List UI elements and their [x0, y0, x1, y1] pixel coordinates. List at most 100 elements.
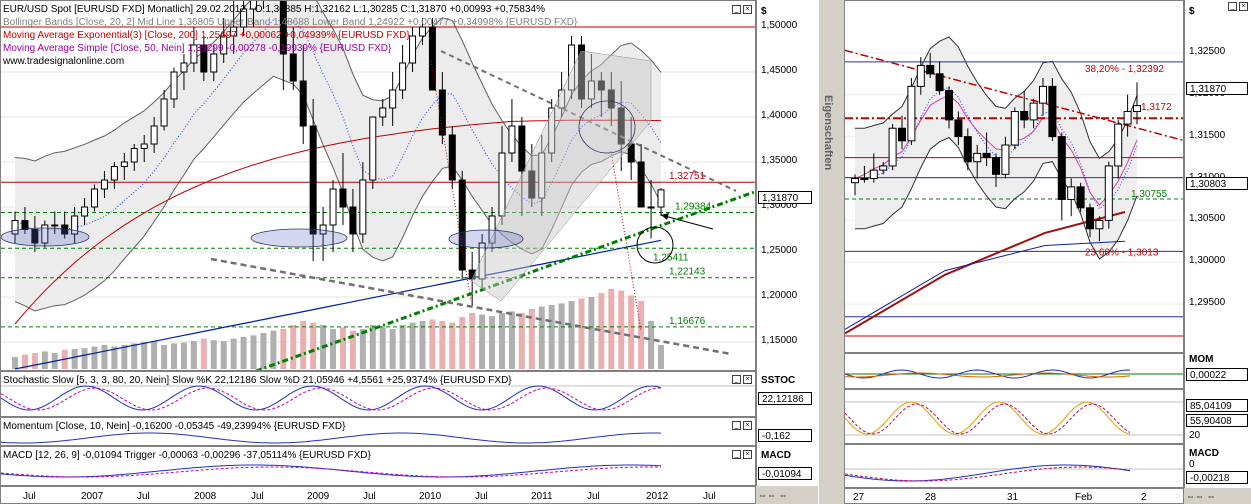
price-tick-label: 1,30000 [761, 200, 798, 211]
candle-body [349, 206, 357, 235]
candle-body [879, 165, 888, 171]
main-price-pane[interactable]: 1,32751 1,29384 1,25411 1,22143 1,16676 EUR/… [0, 0, 756, 371]
main-price-chart[interactable]: 1,32751 1,29384 1,25411 1,22143 1,16676 [1, 1, 756, 371]
intraday-scroll-controls[interactable]: ⇔⇔ ⇔ [1184, 488, 1251, 504]
macd-trigger-line [1, 466, 662, 478]
intraday-momentum-pane[interactable] [844, 353, 1184, 389]
momentum-pane[interactable]: Momentum [Close, 10, Nein] -0,16200 -0,0… [0, 417, 756, 446]
intraday-time-tick-label: Feb [1075, 492, 1093, 503]
intraday-time-axis[interactable]: 27 28 31 Feb 2 [844, 488, 1184, 504]
candle-body [150, 125, 158, 145]
intraday-stoch-k: 85,04109 [1186, 399, 1248, 412]
intraday-price-axis[interactable]: $ _ × 1,325001,320001,315001,310001,3050… [1184, 0, 1251, 353]
minimize-icon[interactable]: _ [732, 5, 741, 14]
main-time-axis[interactable]: Jul 2007 Jul 2008 Jul 2009 Jul 2010 Jul 2011 Jul 20… [0, 486, 756, 504]
fib-38-label: 38,20% - 1,32392 [1085, 64, 1164, 75]
candle-body [587, 80, 595, 100]
intraday-stochastic-pane[interactable] [844, 389, 1184, 444]
volume-bar [409, 322, 416, 369]
main-price-axis[interactable]: $ 1,50000 1,45000 1,40000 1,35000 1,30000 1,2… [756, 0, 818, 371]
volume-bar [230, 338, 237, 369]
minimize-icon[interactable]: _ [732, 421, 741, 430]
intraday-mom-title: MOM [1189, 354, 1214, 365]
candle-body [898, 127, 906, 142]
volume-bar [81, 348, 88, 369]
volume-bar [648, 321, 655, 369]
time-tick-label: 2009 [307, 491, 330, 502]
highlight-ellipse [448, 229, 524, 249]
candle-body [627, 143, 635, 163]
candle-body [170, 71, 178, 100]
candle-body [1029, 102, 1038, 121]
candle-body [250, 1, 258, 10]
price-tick-label: 1,50000 [761, 20, 798, 31]
macd-axis-title: MACD [761, 450, 791, 461]
momentum-line [1, 432, 662, 444]
volume-bar [111, 346, 118, 369]
candle-body [458, 179, 466, 271]
candle-body [1010, 111, 1019, 146]
intraday-stoch-level: 20 [1189, 430, 1201, 441]
price-tick-label: 1,15000 [761, 335, 798, 346]
volume-bar [608, 289, 615, 369]
intraday-price-chart[interactable]: 38,20% - 1,32392 23,60% - 1,3013 1,3172 1,3… [845, 1, 1184, 353]
volume-bar [260, 333, 267, 369]
minimize-icon[interactable]: _ [1228, 2, 1237, 11]
stochastic-value-tag: 22,12186 [758, 392, 812, 405]
intraday-current-price-tag: 1,31870 [1186, 82, 1248, 95]
price-tick-label: 1,35000 [761, 155, 798, 166]
volume-bar [200, 338, 207, 369]
scroll-arrows-icon[interactable]: ⇔⇔ ⇔ [758, 490, 788, 500]
candle-body [508, 125, 516, 154]
candle-body [279, 1, 287, 55]
highlight-ellipse [250, 228, 348, 248]
close-icon[interactable]: × [1239, 2, 1248, 11]
time-tick-label: Jul [251, 491, 264, 502]
properties-side-tab[interactable]: Eigenschaften [818, 0, 846, 504]
candle-body [851, 178, 859, 184]
close-icon[interactable]: × [743, 5, 752, 14]
volume-bar [171, 343, 178, 369]
ema-line [845, 211, 1126, 335]
intraday-price-pane[interactable]: 38,20% - 1,32392 23,60% - 1,3013 1,3172 1,3… [844, 0, 1184, 353]
close-icon[interactable]: × [743, 450, 752, 459]
intraday-price-tick-label: 1,32500 [1189, 45, 1226, 57]
volume-bar [250, 335, 257, 369]
time-tick-label: 2008 [194, 491, 217, 502]
candle-body [478, 242, 486, 280]
scroll-arrows-icon[interactable]: ⇔⇔ ⇔ [1186, 491, 1216, 501]
candle-body [71, 215, 79, 235]
candle-body [982, 152, 991, 159]
candle-body [498, 152, 506, 217]
scroll-controls[interactable]: ⇔⇔ ⇔ [756, 486, 818, 504]
candle-body [428, 26, 436, 91]
volume-bar [210, 340, 217, 369]
close-icon[interactable]: × [743, 375, 752, 384]
volume-bar [121, 345, 128, 369]
close-icon[interactable]: × [743, 421, 752, 430]
volume-bar [399, 325, 406, 369]
bollinger-lower-line [855, 136, 1138, 260]
candle-body [100, 179, 108, 190]
stochastic-pane[interactable]: Stochastic Slow [5, 3, 3, 80, 20, Nein] … [0, 371, 756, 417]
intraday-macd-value: -0,00218 [1186, 471, 1248, 484]
macd-pane[interactable]: MACD [12, 26, 9] -0,01094 Trigger -0,000… [0, 446, 756, 486]
stoch-d-line [1, 387, 662, 411]
candle-body [230, 26, 238, 37]
minimize-icon[interactable]: _ [732, 450, 741, 459]
intraday-currency-symbol: $ [1189, 6, 1195, 17]
macd-value-tag: -0,01094 [758, 467, 812, 480]
volume-bar [161, 345, 168, 369]
intraday-price-tick-label: 1,30000 [1189, 255, 1226, 267]
candle-body [607, 89, 615, 109]
volume-bar [518, 313, 525, 369]
intraday-macd-line [845, 464, 1131, 482]
candle-body [548, 107, 556, 154]
volume-bar [638, 301, 645, 369]
minimize-icon[interactable]: _ [732, 375, 741, 384]
intraday-stoch-d [845, 403, 1131, 435]
intraday-price-tick-label: 1,31500 [1189, 129, 1226, 141]
volume-bar [449, 322, 456, 369]
intraday-macd-pane[interactable] [844, 444, 1184, 488]
volume-bar [439, 321, 446, 369]
